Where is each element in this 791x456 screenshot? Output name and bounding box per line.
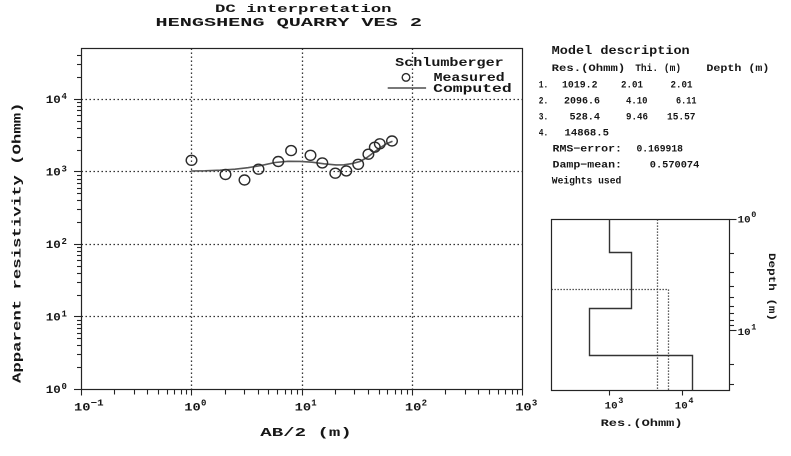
svg-text:10: 10 [46, 95, 61, 107]
svg-text:Apparent resistivity (Ohmm): Apparent resistivity (Ohmm) [11, 103, 25, 384]
svg-text:0: 0 [62, 382, 67, 392]
svg-text:DC interpretation: DC interpretation [215, 4, 392, 16]
svg-text:1.: 1. [539, 81, 549, 92]
svg-text:Thi. (m): Thi. (m) [635, 63, 681, 75]
svg-text:9.46: 9.46 [626, 113, 648, 124]
svg-text:AB/2 (m): AB/2 (m) [260, 426, 352, 440]
svg-text:14868.5: 14868.5 [565, 129, 610, 140]
svg-text:Res.(Ohmm): Res.(Ohmm) [552, 63, 626, 75]
svg-text:10: 10 [738, 215, 751, 227]
svg-text:4: 4 [688, 396, 693, 406]
svg-text:10: 10 [184, 403, 201, 415]
svg-text:Damp−mean:: Damp−mean: [553, 161, 623, 172]
svg-text:2.01: 2.01 [621, 81, 643, 92]
svg-text:1: 1 [311, 399, 317, 409]
svg-text:−1: −1 [91, 399, 105, 409]
svg-text:3.: 3. [539, 113, 549, 124]
svg-text:10: 10 [405, 403, 422, 415]
svg-text:10: 10 [515, 403, 532, 415]
svg-text:Depth (m): Depth (m) [765, 253, 777, 321]
svg-text:Computed: Computed [433, 82, 512, 96]
svg-text:0.570074: 0.570074 [650, 161, 700, 172]
svg-text:3: 3 [532, 399, 537, 409]
svg-text:Schlumberger: Schlumberger [395, 56, 504, 70]
svg-text:0.169918: 0.169918 [637, 145, 684, 156]
svg-text:HENGSHENG QUARRY VES 2: HENGSHENG QUARRY VES 2 [156, 16, 423, 30]
svg-text:10: 10 [46, 168, 61, 180]
svg-text:2.01: 2.01 [671, 81, 693, 92]
svg-text:3: 3 [618, 396, 623, 406]
svg-text:4.10: 4.10 [626, 97, 648, 108]
svg-text:6.11: 6.11 [676, 97, 697, 108]
svg-text:10: 10 [46, 313, 61, 325]
svg-text:10: 10 [675, 401, 688, 413]
svg-text:2.: 2. [539, 97, 549, 108]
svg-text:10: 10 [295, 403, 312, 415]
svg-text:10: 10 [605, 401, 618, 413]
svg-text:4.: 4. [539, 129, 549, 140]
svg-text:15.57: 15.57 [667, 113, 696, 124]
svg-text:RMS−error:: RMS−error: [553, 145, 623, 156]
svg-text:2: 2 [422, 399, 427, 409]
svg-text:10: 10 [74, 403, 91, 415]
svg-text:10: 10 [738, 327, 751, 339]
svg-text:1: 1 [62, 310, 68, 320]
svg-text:10: 10 [46, 385, 61, 397]
svg-text:2096.6: 2096.6 [564, 97, 600, 108]
svg-text:1: 1 [751, 323, 756, 333]
svg-text:3: 3 [62, 165, 67, 175]
svg-text:0: 0 [201, 399, 206, 409]
svg-text:2: 2 [62, 237, 67, 247]
svg-text:Weights used: Weights used [552, 176, 622, 188]
svg-text:1019.2: 1019.2 [562, 81, 598, 92]
svg-text:4: 4 [62, 92, 68, 102]
svg-text:528.4: 528.4 [570, 113, 601, 124]
svg-text:Res.(Ohmm): Res.(Ohmm) [601, 418, 683, 430]
svg-text:10: 10 [46, 240, 61, 252]
svg-text:0: 0 [751, 210, 756, 220]
svg-text:Depth (m): Depth (m) [706, 63, 769, 75]
svg-text:Model description: Model description [552, 45, 690, 58]
svg-text:Measured: Measured [434, 71, 505, 85]
